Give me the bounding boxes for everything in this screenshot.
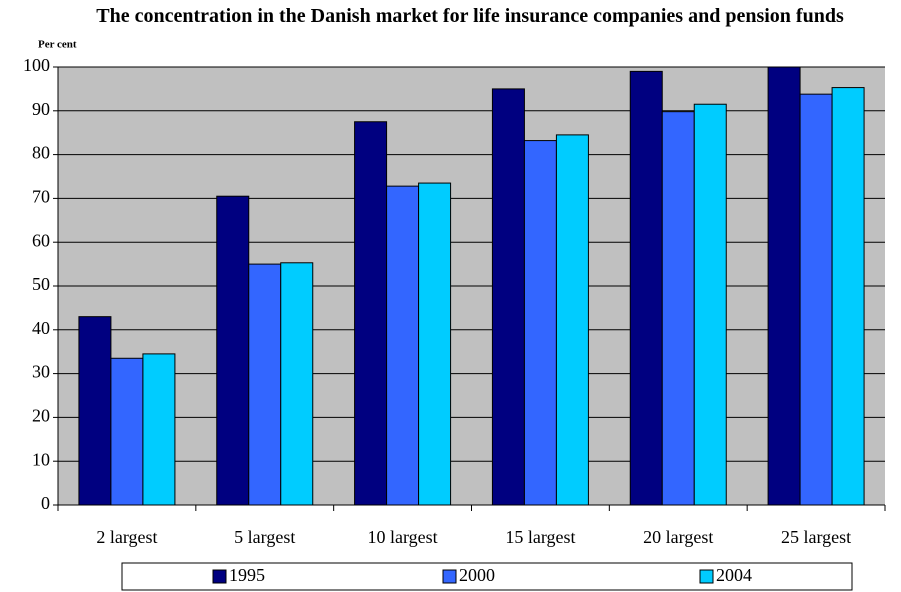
bar [491,88,525,506]
bar [661,111,695,506]
legend-label: 1995 [229,565,265,585]
x-tick-label: 15 largest [505,527,575,547]
legend-swatch [442,569,457,584]
y-tick-label: 40 [32,318,50,338]
bar [555,134,589,506]
y-tick-label: 10 [32,449,50,469]
bar [354,121,388,506]
y-tick-label: 20 [32,406,50,426]
x-tick-label: 25 largest [781,527,851,547]
bar [831,87,865,506]
y-tick-label: 80 [32,143,50,163]
x-tick-label: 2 largest [96,527,157,547]
x-tick-label: 20 largest [643,527,713,547]
bar [693,103,727,506]
y-tick-label: 50 [32,274,50,294]
legend-label: 2004 [716,565,752,585]
y-tick-label: 90 [32,99,50,119]
y-tick-label: 60 [32,230,50,250]
bar [767,66,801,506]
bar [799,93,833,506]
bar [629,70,663,506]
bar [110,357,144,506]
legend-label: 2000 [459,565,495,585]
bar [418,182,452,506]
legend [121,562,853,591]
bar [280,262,314,506]
bar [386,185,420,506]
y-tick-label: 0 [41,493,50,513]
chart-title: The concentration in the Danish market f… [96,5,844,27]
y-tick-label: 30 [32,362,50,382]
x-tick-label: 10 largest [368,527,438,547]
bar [78,316,112,506]
bar [523,140,557,506]
y-tick-label: 70 [32,187,50,207]
legend-swatch [699,569,714,584]
legend-swatch [212,569,227,584]
bar [216,195,250,506]
x-tick-label: 5 largest [234,527,295,547]
y-tick-label: 100 [23,55,50,75]
bar [248,263,282,506]
y-axis-label: Per cent [38,39,77,51]
bar [142,353,176,506]
